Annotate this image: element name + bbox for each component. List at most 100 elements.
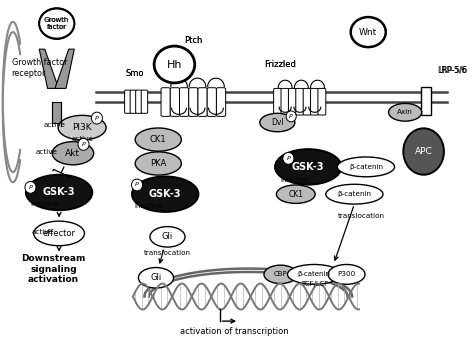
FancyBboxPatch shape bbox=[198, 88, 207, 116]
Ellipse shape bbox=[288, 265, 341, 284]
Text: Growth factor
receptor: Growth factor receptor bbox=[11, 58, 67, 78]
Text: P300: P300 bbox=[337, 271, 356, 277]
FancyBboxPatch shape bbox=[180, 88, 189, 116]
FancyBboxPatch shape bbox=[170, 88, 180, 116]
Ellipse shape bbox=[91, 112, 102, 124]
Ellipse shape bbox=[328, 265, 365, 284]
Text: P: P bbox=[289, 114, 293, 119]
Text: Akt: Akt bbox=[65, 149, 81, 158]
Polygon shape bbox=[55, 49, 74, 88]
Ellipse shape bbox=[154, 46, 195, 83]
Ellipse shape bbox=[58, 115, 106, 140]
Ellipse shape bbox=[25, 181, 36, 193]
Text: APC: APC bbox=[415, 147, 432, 156]
Text: Growth
factor: Growth factor bbox=[44, 17, 70, 30]
Ellipse shape bbox=[351, 17, 386, 47]
FancyBboxPatch shape bbox=[273, 88, 282, 115]
Text: P: P bbox=[135, 182, 139, 187]
FancyBboxPatch shape bbox=[296, 88, 304, 115]
FancyBboxPatch shape bbox=[141, 90, 148, 113]
Text: PI3K: PI3K bbox=[73, 123, 92, 132]
Ellipse shape bbox=[132, 176, 199, 212]
Ellipse shape bbox=[34, 221, 84, 246]
Ellipse shape bbox=[131, 179, 143, 191]
Ellipse shape bbox=[39, 8, 74, 39]
Text: TCF/LEF: TCF/LEF bbox=[301, 281, 328, 287]
Ellipse shape bbox=[150, 227, 185, 247]
FancyBboxPatch shape bbox=[318, 88, 326, 115]
Text: Frizzled: Frizzled bbox=[264, 60, 297, 69]
Ellipse shape bbox=[275, 149, 341, 185]
FancyBboxPatch shape bbox=[217, 88, 226, 116]
Text: Ptch: Ptch bbox=[184, 36, 202, 45]
FancyBboxPatch shape bbox=[130, 90, 137, 113]
Ellipse shape bbox=[39, 9, 74, 39]
Text: Gli: Gli bbox=[150, 273, 162, 282]
FancyBboxPatch shape bbox=[161, 88, 170, 116]
Text: LRP-5/6: LRP-5/6 bbox=[438, 66, 468, 75]
Text: Gli: Gli bbox=[162, 232, 173, 241]
Text: β-catenin: β-catenin bbox=[298, 271, 331, 277]
Polygon shape bbox=[39, 49, 59, 88]
Ellipse shape bbox=[283, 152, 294, 164]
Text: Smo: Smo bbox=[126, 68, 145, 77]
Ellipse shape bbox=[78, 138, 89, 150]
Ellipse shape bbox=[276, 185, 315, 203]
Text: GSK-3: GSK-3 bbox=[292, 162, 325, 172]
Text: β-catenin: β-catenin bbox=[349, 164, 383, 170]
FancyBboxPatch shape bbox=[136, 90, 142, 113]
Text: P: P bbox=[95, 116, 99, 121]
Text: translocation: translocation bbox=[338, 213, 385, 219]
Ellipse shape bbox=[389, 104, 422, 121]
Text: active: active bbox=[31, 229, 54, 235]
Text: Hh: Hh bbox=[167, 60, 182, 69]
Text: inactive: inactive bbox=[30, 202, 59, 207]
FancyBboxPatch shape bbox=[125, 90, 131, 113]
Text: Growth
factor: Growth factor bbox=[45, 17, 69, 30]
Ellipse shape bbox=[135, 152, 182, 175]
Text: β-catenin: β-catenin bbox=[337, 191, 372, 197]
FancyBboxPatch shape bbox=[207, 88, 217, 116]
Ellipse shape bbox=[52, 142, 94, 165]
Text: Wnt: Wnt bbox=[359, 28, 377, 36]
Text: GSK-3: GSK-3 bbox=[43, 187, 75, 197]
FancyBboxPatch shape bbox=[310, 88, 319, 115]
Text: active: active bbox=[36, 149, 58, 154]
Text: Downstream
signaling
activation: Downstream signaling activation bbox=[21, 254, 86, 284]
Text: Frizzled: Frizzled bbox=[264, 60, 297, 69]
Text: activation of transcription: activation of transcription bbox=[180, 327, 289, 336]
Text: PKA: PKA bbox=[150, 159, 166, 168]
FancyBboxPatch shape bbox=[288, 88, 296, 115]
Text: CK1: CK1 bbox=[288, 190, 303, 199]
Text: P: P bbox=[286, 156, 290, 161]
Text: translocation: translocation bbox=[144, 249, 191, 256]
Text: Axin: Axin bbox=[397, 109, 413, 115]
Ellipse shape bbox=[138, 268, 173, 288]
Text: GSK-3: GSK-3 bbox=[149, 189, 182, 199]
FancyBboxPatch shape bbox=[303, 88, 311, 115]
Text: active: active bbox=[71, 136, 93, 142]
Text: Dvl: Dvl bbox=[271, 118, 283, 127]
Ellipse shape bbox=[264, 265, 297, 283]
Ellipse shape bbox=[286, 111, 296, 122]
Text: Ptch: Ptch bbox=[184, 36, 202, 45]
Text: effector: effector bbox=[43, 229, 75, 238]
Text: P: P bbox=[82, 142, 85, 147]
Polygon shape bbox=[52, 102, 61, 122]
Ellipse shape bbox=[337, 157, 394, 177]
Ellipse shape bbox=[403, 128, 444, 175]
Ellipse shape bbox=[260, 113, 295, 132]
Text: active: active bbox=[44, 122, 66, 128]
Text: inactive: inactive bbox=[280, 176, 309, 183]
Ellipse shape bbox=[326, 184, 383, 204]
FancyBboxPatch shape bbox=[281, 88, 289, 115]
Ellipse shape bbox=[135, 128, 182, 151]
Text: Smo: Smo bbox=[126, 68, 145, 77]
Text: inactive: inactive bbox=[134, 203, 163, 209]
FancyBboxPatch shape bbox=[421, 87, 431, 115]
Ellipse shape bbox=[26, 175, 92, 210]
Text: CBP: CBP bbox=[274, 271, 287, 277]
Text: LRP-5/6: LRP-5/6 bbox=[438, 65, 467, 74]
FancyBboxPatch shape bbox=[189, 88, 198, 116]
Text: P: P bbox=[28, 185, 32, 190]
